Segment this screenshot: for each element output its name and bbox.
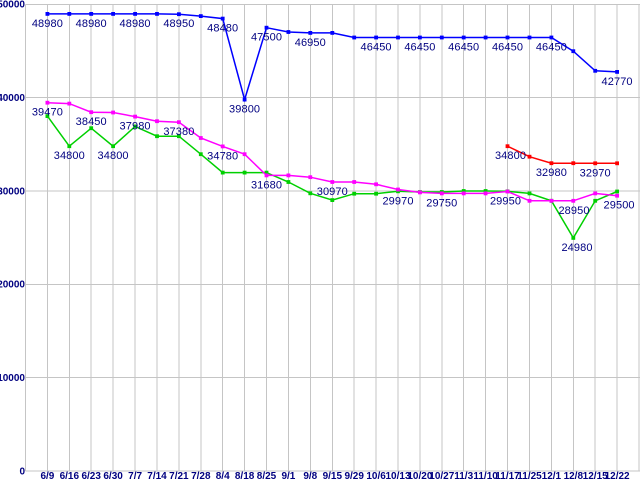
svg-text:9/1: 9/1	[281, 471, 295, 480]
svg-text:34780: 34780	[207, 150, 238, 162]
svg-text:28950: 28950	[558, 205, 589, 217]
svg-text:39470: 39470	[32, 107, 63, 119]
svg-text:9/15: 9/15	[323, 471, 343, 480]
svg-text:46450: 46450	[492, 42, 523, 54]
svg-text:29970: 29970	[382, 195, 413, 207]
svg-text:31680: 31680	[251, 179, 282, 191]
svg-text:50000: 50000	[0, 0, 25, 11]
svg-text:46450: 46450	[448, 42, 479, 54]
svg-text:38450: 38450	[76, 116, 107, 128]
svg-text:11/17: 11/17	[495, 471, 520, 480]
svg-text:46450: 46450	[361, 42, 392, 54]
svg-text:11/10: 11/10	[473, 471, 498, 480]
svg-text:10/13: 10/13	[385, 471, 410, 480]
svg-text:8/4: 8/4	[216, 471, 230, 480]
svg-text:0: 0	[19, 466, 25, 477]
svg-text:34800: 34800	[495, 150, 526, 162]
svg-text:37380: 37380	[163, 126, 194, 138]
svg-text:48980: 48980	[32, 18, 63, 30]
svg-text:48480: 48480	[207, 23, 238, 35]
svg-text:48980: 48980	[76, 18, 107, 30]
svg-text:6/30: 6/30	[103, 471, 123, 480]
svg-text:46450: 46450	[404, 42, 435, 54]
svg-text:10000: 10000	[0, 373, 25, 384]
svg-text:48980: 48980	[120, 18, 151, 30]
svg-text:37980: 37980	[120, 121, 151, 133]
svg-text:29500: 29500	[604, 200, 635, 212]
svg-text:32970: 32970	[580, 167, 611, 179]
svg-text:20000: 20000	[0, 280, 25, 291]
svg-text:30970: 30970	[317, 186, 348, 198]
svg-text:7/14: 7/14	[147, 471, 167, 480]
svg-text:6/9: 6/9	[40, 471, 54, 480]
svg-text:10/6: 10/6	[366, 471, 386, 480]
svg-text:12/1: 12/1	[542, 471, 562, 480]
svg-text:40000: 40000	[0, 93, 25, 104]
svg-text:42770: 42770	[602, 76, 633, 88]
svg-text:32980: 32980	[536, 167, 567, 179]
svg-text:46950: 46950	[295, 37, 326, 49]
svg-text:9/8: 9/8	[303, 471, 317, 480]
svg-text:11/3: 11/3	[454, 471, 473, 480]
svg-text:8/25: 8/25	[257, 471, 277, 480]
svg-text:8/18: 8/18	[235, 471, 255, 480]
svg-text:7/28: 7/28	[191, 471, 211, 480]
svg-text:9/29: 9/29	[344, 471, 364, 480]
svg-text:29950: 29950	[490, 196, 521, 208]
svg-text:48950: 48950	[163, 18, 194, 30]
svg-text:30000: 30000	[0, 186, 25, 197]
svg-text:39800: 39800	[229, 104, 260, 116]
svg-text:34800: 34800	[54, 150, 85, 162]
svg-text:11/25: 11/25	[517, 471, 542, 480]
svg-text:12/15: 12/15	[583, 471, 608, 480]
svg-text:12/8: 12/8	[564, 471, 584, 480]
svg-text:10/27: 10/27	[429, 471, 454, 480]
svg-text:6/23: 6/23	[81, 471, 101, 480]
svg-text:10/20: 10/20	[407, 471, 432, 480]
svg-text:46450: 46450	[536, 42, 567, 54]
svg-text:7/21: 7/21	[169, 471, 189, 480]
svg-text:29750: 29750	[426, 197, 457, 209]
svg-text:24980: 24980	[561, 242, 592, 254]
svg-text:34800: 34800	[98, 150, 129, 162]
svg-text:12/22: 12/22	[605, 471, 630, 480]
svg-text:47500: 47500	[251, 32, 282, 44]
svg-text:6/16: 6/16	[60, 471, 80, 480]
svg-text:7/7: 7/7	[128, 471, 142, 480]
